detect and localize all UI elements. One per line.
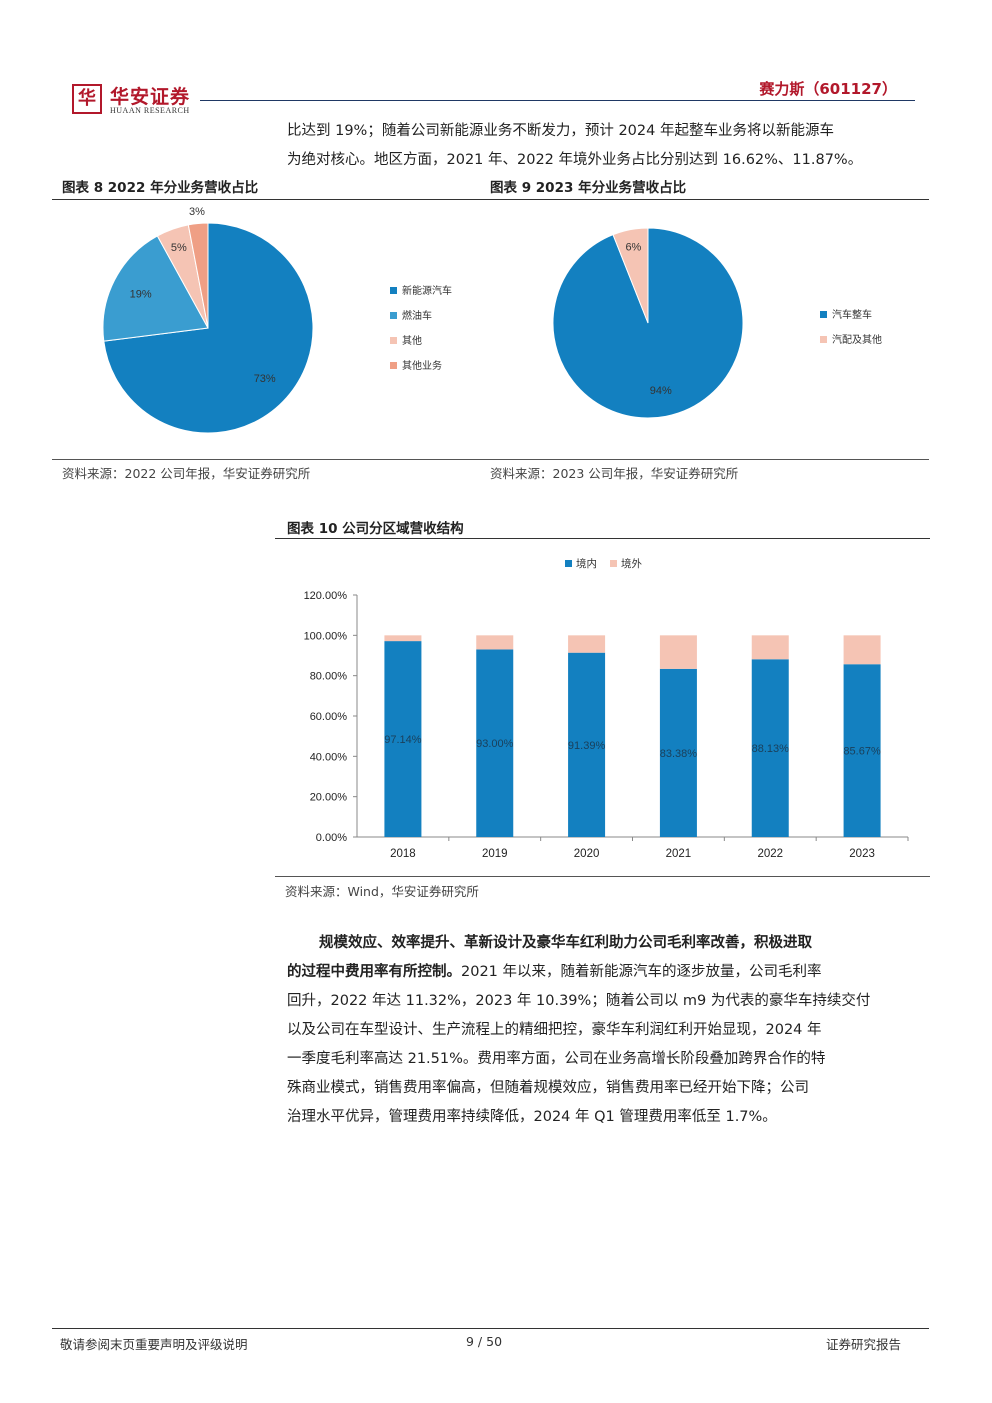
fig9-source: 资料来源：2023 公司年报，华安证券研究所 (490, 466, 739, 481)
fig10-x-tick-label-2019: 2019 (482, 848, 508, 860)
fig10-legend-swatch-1 (610, 560, 617, 567)
fig9-slice-1 (612, 227, 649, 324)
fig9-slice-label-1: 6% (625, 241, 641, 253)
fig10-bar-2020-series-1 (568, 635, 606, 653)
fig10-bar-chart: 境内 境外 0.00% 20.00% 40.00% 60.00% 80.00% 100.00%… (304, 557, 909, 860)
fig10-data-label-2023: 85.67% (843, 746, 881, 758)
fig10-bar-2019-series-0 (476, 649, 514, 837)
fig10-x-tick-label-2022: 2022 (757, 848, 783, 860)
fig10-x-tick-label-2023: 2023 (849, 848, 875, 860)
footer-rule (52, 1328, 929, 1329)
fig8-legend-label-3: 其他业务 (402, 359, 442, 372)
fig8-legend-label-2: 其他 (402, 334, 422, 347)
fig-bottom-rule (52, 459, 929, 460)
fig8-slice-label-1: 19% (130, 289, 152, 301)
body-line-1: 规模效应、效率提升、革新设计及豪华车红利助力公司毛利率改善，积极进取 (287, 929, 922, 958)
fig10-y-tick-label-0: 0.00% (316, 832, 347, 844)
fig10-data-label-2018: 97.14% (384, 734, 422, 746)
fig9-legend-swatch-1 (820, 336, 827, 343)
fig-top-rule (52, 199, 929, 200)
fig9-title: 图表 9 2023 年分业务营收占比 (490, 180, 687, 196)
fig10-bar-2021-series-1 (659, 635, 697, 669)
fig9-legend-swatch-0 (820, 311, 827, 318)
fig10-bar-2018-series-0 (384, 641, 422, 837)
fig10-y-tick-label-1: 20.00% (310, 792, 348, 804)
fig10-bar-2020-series-0 (568, 652, 606, 837)
fig8-slice-1 (102, 235, 209, 342)
company-ticker: 赛力斯（601127） (759, 80, 897, 98)
fig10-y-tick-label-3: 60.00% (310, 711, 348, 723)
body-line-2: 的过程中费用率有所控制。2021 年以来，随着新能源汽车的逐步放量，公司毛利率 (287, 958, 922, 987)
logo-subtext: HUAAN RESEARCH (110, 106, 190, 115)
intro-line-1: 比达到 19%；随着公司新能源业务不断发力，预计 2024 年起整车业务将以新能… (287, 123, 834, 139)
header-rule (200, 100, 915, 101)
fig10-legend-swatch-0 (565, 560, 572, 567)
footer-disclaimer: 敬请参阅末页重要声明及评级说明 (60, 1337, 248, 1352)
logo-text: 华安证券 (110, 86, 191, 108)
fig10-legend-label-1: 境外 (621, 557, 642, 570)
fig8-legend-swatch-1 (390, 312, 397, 319)
fig10-top-rule (275, 538, 930, 539)
fig10-source: 资料来源：Wind，华安证券研究所 (285, 884, 479, 899)
fig8-legend-swatch-2 (390, 337, 397, 344)
fig10-y-tick-label-2: 40.00% (310, 751, 348, 763)
fig10-data-label-2020: 91.39% (568, 740, 606, 752)
fig10-bar-2018-series-1 (384, 635, 422, 642)
body-line-4: 以及公司在车型设计、生产流程上的精细把控，豪华车利润红利开始显现，2024 年 (287, 1022, 822, 1038)
fig10-bar-2023-series-1 (843, 635, 881, 665)
fig10-bar-2022-series-1 (751, 635, 789, 660)
body-line-2-rest: 2021 年以来，随着新能源汽车的逐步放量，公司毛利率 (461, 964, 822, 980)
logo-mark: 华 (72, 84, 102, 114)
body-line-7: 治理水平优异，管理费用率持续降低，2024 年 Q1 管理费用率低至 1.7%。 (287, 1109, 777, 1125)
fig9-legend-label-1: 汽配及其他 (832, 333, 882, 346)
fig10-data-label-2019: 93.00% (476, 738, 514, 750)
fig8-slice-label-0: 73% (254, 373, 276, 385)
fig10-bar-2023-series-0 (843, 664, 881, 837)
fig8-legend-label-0: 新能源汽车 (402, 284, 452, 297)
fig8-slice-label-2: 5% (171, 242, 187, 254)
fig10-bottom-rule (275, 876, 930, 877)
fig10-legend-label-0: 境内 (576, 557, 597, 570)
fig10-y-tick-label-6: 120.00% (304, 590, 348, 602)
fig10-data-label-2022: 88.13% (752, 743, 790, 755)
body-line-6: 殊商业模式，销售费用率偏高，但随着规模效应，销售费用率已经开始下降；公司 (287, 1080, 809, 1096)
fig8-slice-label-3: 3% (189, 206, 205, 218)
fig8-title: 图表 8 2022 年分业务营收占比 (62, 180, 259, 196)
footer-report-type: 证券研究报告 (826, 1337, 902, 1352)
body-bold-lead: 规模效应、效率提升、革新设计及豪华车红利助力公司毛利率改善，积极进取 (319, 935, 812, 951)
fig10-y-tick-label-5: 100.00% (304, 630, 348, 642)
fig10-x-tick-label-2018: 2018 (390, 848, 416, 860)
fig10-data-label-2021: 83.38% (660, 748, 698, 760)
fig10-bar-2019-series-1 (476, 635, 514, 650)
body-line-5: 一季度毛利率高达 21.51%。费用率方面，公司在业务高增长阶段叠加跨界合作的特 (287, 1051, 826, 1067)
fig8-legend-swatch-0 (390, 287, 397, 294)
intro-line-2: 为绝对核心。地区方面，2021 年、2022 年境外业务占比分别达到 16.62… (287, 152, 863, 168)
fig10-bar-2022-series-0 (751, 659, 789, 837)
fig8-legend-label-1: 燃油车 (402, 309, 432, 322)
body-bold-lead-2: 的过程中费用率有所控制。 (287, 964, 461, 980)
page-number: 9 / 50 (466, 1334, 503, 1349)
fig9-slice-label-0: 94% (650, 385, 672, 397)
fig8-slice-3 (187, 222, 209, 329)
fig10-x-tick-label-2021: 2021 (666, 848, 692, 860)
fig9-legend-label-0: 汽车整车 (832, 308, 872, 321)
fig10-x-tick-label-2020: 2020 (574, 848, 600, 860)
fig10-title: 图表 10 公司分区域营收结构 (287, 521, 464, 537)
body-line-3: 回升，2022 年达 11.32%，2023 年 10.39%；随着公司以 m9… (287, 993, 871, 1009)
fig10-bar-2021-series-0 (659, 668, 697, 837)
fig10-y-tick-label-4: 80.00% (310, 671, 348, 683)
fig8-source: 资料来源：2022 公司年报，华安证券研究所 (62, 466, 311, 481)
fig8-legend-swatch-3 (390, 362, 397, 369)
